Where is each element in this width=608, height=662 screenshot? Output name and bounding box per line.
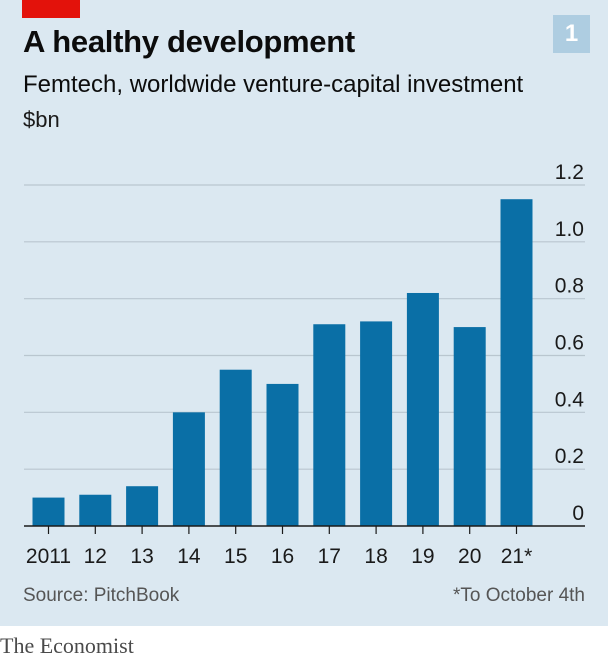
bar — [172, 412, 205, 526]
x-tick-label: 15 — [224, 545, 247, 568]
y-axis-unit-label: $bn — [23, 107, 60, 132]
x-tick-label: 18 — [364, 545, 387, 568]
x-tick-label: 21* — [501, 545, 533, 568]
y-tick-label: 0.8 — [555, 275, 584, 298]
bar — [219, 369, 252, 526]
bar — [360, 321, 393, 526]
bar — [313, 324, 346, 526]
chart-number-badge: 1 — [553, 15, 590, 53]
bar — [126, 486, 159, 526]
bar — [406, 292, 439, 526]
y-tick-label: 0.6 — [555, 332, 584, 355]
source-note: Source: PitchBook — [23, 585, 180, 606]
x-tick-label: 19 — [411, 545, 434, 568]
y-tick-label: 1.0 — [555, 218, 584, 241]
chart-title: A healthy development — [23, 24, 355, 59]
x-tick-label: 14 — [177, 545, 201, 568]
x-tick-label: 13 — [130, 545, 153, 568]
bar — [500, 199, 533, 527]
y-tick-label: 0 — [572, 502, 584, 525]
chart-subtitle: Femtech, worldwide venture-capital inves… — [23, 71, 524, 98]
x-tick-label: 17 — [318, 545, 341, 568]
bar — [32, 497, 65, 526]
x-tick-label: 20 — [458, 545, 481, 568]
y-tick-label: 0.4 — [555, 388, 585, 411]
bar-chart: 0 0.2 0.4 0.6 0.8 1.0 1.2 2011 12 13 14 15 16 17 18 19 2… — [24, 161, 585, 568]
brand-logo: The Economist — [0, 633, 134, 658]
y-tick-label: 1.2 — [555, 161, 584, 184]
y-tick-label: 0.2 — [555, 445, 584, 468]
x-tick-label: 12 — [84, 545, 107, 568]
bar — [453, 327, 486, 526]
bar — [266, 383, 299, 526]
x-tick-label: 16 — [271, 545, 294, 568]
bar — [79, 494, 112, 526]
footnote: *To October 4th — [452, 585, 585, 606]
x-tick-label: 2011 — [26, 545, 71, 568]
brand-red-tag — [22, 0, 80, 18]
